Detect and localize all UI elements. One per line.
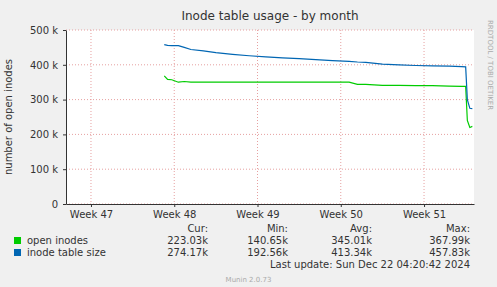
x-tick: Week 49: [236, 204, 279, 220]
chart: Inode table usage - by month number of op…: [0, 0, 497, 287]
legend-label: open inodes: [27, 235, 88, 246]
x-axis-line: [67, 204, 475, 205]
legend-header: Cur:: [187, 223, 208, 234]
series-group: [164, 45, 472, 128]
legend-label: inode table size: [27, 247, 106, 258]
background: [0, 0, 497, 287]
y-tick: 200 k: [30, 129, 66, 140]
y-axis-line: [66, 31, 67, 205]
y-tick: 400 k: [30, 60, 66, 71]
series-line: [164, 45, 472, 109]
y-grid-line: [66, 204, 474, 205]
x-axis: Week 47 Week 48 Week 49 Week 50 Week 51: [67, 204, 475, 220]
x-tick: Week 47: [70, 204, 113, 220]
series-line: [164, 76, 472, 128]
y-grid-line: [66, 134, 474, 135]
y-grid-line: [66, 99, 474, 100]
plot-area: [66, 30, 474, 204]
x-tick-mark: [258, 204, 259, 207]
x-grid-line: [424, 30, 425, 204]
x-grid-line: [340, 30, 341, 204]
legend-stat: 345.01k: [331, 235, 372, 246]
y-tick-label: 500 k: [30, 25, 58, 36]
legend-swatch: [14, 249, 21, 256]
legend: Cur: Min: Avg: Max: open inodes 223.03k 140.65…: [14, 223, 470, 258]
legend-stat: 274.17k: [167, 247, 208, 258]
y-tick-label: 0: [52, 199, 58, 210]
footer: Last update: Sun Dec 22 04:20:42 2024: [270, 259, 470, 270]
x-tick-mark: [91, 204, 92, 207]
legend-stat: 457.83k: [429, 247, 470, 258]
x-tick-label: Week 50: [320, 209, 363, 220]
y-grid-line: [66, 30, 474, 31]
x-tick-label: Week 49: [236, 209, 279, 220]
legend-stat: 192.56k: [247, 247, 288, 258]
y-tick-mark: [63, 100, 66, 101]
y-tick-mark: [63, 30, 66, 31]
y-tick-label: 100 k: [30, 164, 58, 175]
y-axis: 0 100 k 200 k 300 k 400 k 500 k: [30, 25, 67, 210]
x-tick: Week 51: [403, 204, 446, 220]
x-tick: Week 50: [320, 204, 363, 220]
y-tick-mark: [63, 204, 66, 205]
x-tick-label: Week 47: [70, 209, 113, 220]
x-tick-label: Week 51: [403, 209, 446, 220]
y-tick: 100 k: [30, 164, 66, 175]
grid: [66, 30, 474, 204]
legend-swatch: [14, 237, 21, 244]
legend-header: Min:: [267, 223, 288, 234]
x-tick: Week 48: [153, 204, 196, 220]
y-tick-label: 400 k: [30, 60, 58, 71]
y-tick-label: 200 k: [30, 129, 58, 140]
y-grid-line: [66, 169, 474, 170]
legend-stat: 367.99k: [429, 235, 470, 246]
credit: Munin 2.0.73: [226, 276, 272, 284]
x-tick-mark: [341, 204, 342, 207]
y-tick: 300 k: [30, 94, 66, 105]
y-tick: 0: [52, 199, 66, 210]
legend-stat: 413.34k: [331, 247, 372, 258]
x-tick-mark: [424, 204, 425, 207]
y-tick-mark: [63, 134, 66, 135]
legend-stat: 223.03k: [167, 235, 208, 246]
legend-stat: 140.65k: [247, 235, 288, 246]
y-axis-title: number of open inodes: [3, 59, 14, 175]
y-tick-label: 300 k: [30, 94, 58, 105]
watermark: RRDTOOL / TOBI OETIKER: [486, 20, 494, 110]
x-grid-line: [174, 30, 175, 204]
x-grid-line: [90, 30, 91, 204]
y-tick: 500 k: [30, 25, 66, 36]
y-tick-mark: [63, 169, 66, 170]
x-tick-mark: [174, 204, 175, 207]
legend-header: Avg:: [350, 223, 372, 234]
title: Inode table usage - by month: [181, 9, 358, 23]
legend-header: Max:: [446, 223, 470, 234]
x-tick-label: Week 48: [153, 209, 196, 220]
y-tick-mark: [63, 65, 66, 66]
